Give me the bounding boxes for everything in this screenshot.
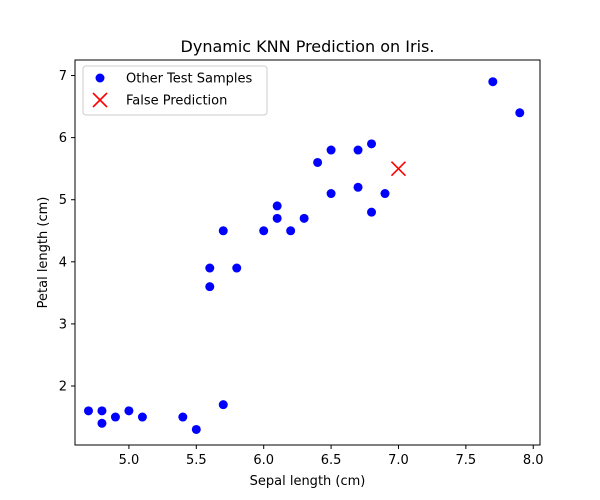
test-sample-point	[488, 77, 498, 87]
x-tick-label: 6.0	[253, 453, 274, 468]
test-sample-point	[353, 145, 363, 155]
y-tick-label: 6	[59, 131, 67, 146]
test-sample-point	[326, 189, 336, 199]
x-tick-label: 7.0	[388, 453, 409, 468]
test-sample-point	[205, 282, 215, 292]
y-tick-label: 7	[59, 69, 67, 84]
test-sample-point	[272, 201, 282, 211]
test-sample-point	[380, 189, 390, 199]
y-tick-label: 5	[59, 193, 67, 208]
test-sample-point	[367, 139, 377, 149]
y-tick-label: 4	[59, 255, 67, 270]
test-sample-point	[353, 182, 363, 192]
test-sample-point	[218, 226, 228, 236]
test-sample-point	[137, 412, 147, 422]
test-sample-point	[367, 207, 377, 217]
x-tick-label: 5.0	[119, 453, 140, 468]
chart-title: Dynamic KNN Prediction on Iris.	[181, 37, 435, 56]
legend-label: False Prediction	[126, 94, 227, 109]
y-axis-label: Petal length (cm)	[36, 197, 51, 309]
test-sample-point	[259, 226, 269, 236]
test-sample-point	[313, 157, 323, 167]
test-sample-point	[97, 406, 107, 416]
test-sample-point	[272, 213, 282, 223]
test-sample-point	[286, 226, 296, 236]
test-sample-point	[124, 406, 134, 416]
data-points	[83, 77, 525, 434]
x-tick-label: 7.5	[456, 453, 477, 468]
test-sample-point	[299, 213, 309, 223]
test-sample-point	[232, 263, 242, 273]
false-prediction-marker	[390, 161, 407, 177]
test-sample-point	[97, 418, 107, 428]
y-tick-label: 2	[59, 380, 67, 395]
test-sample-point	[515, 108, 525, 118]
test-sample-point	[83, 406, 93, 416]
legend-box	[82, 65, 268, 116]
y-tick-label: 3	[59, 317, 67, 332]
x-tick-label: 5.5	[186, 453, 207, 468]
y-axis: 2 3 4 5 6 7	[59, 69, 75, 395]
test-sample-point	[191, 424, 201, 434]
x-axis: 5.0 5.5 6.0 6.5 7.0 7.5 8.0	[119, 445, 544, 468]
test-sample-point	[326, 145, 336, 155]
x-tick-label: 6.5	[321, 453, 342, 468]
legend: Other Test Samples False Prediction	[82, 65, 268, 116]
test-sample-point	[218, 400, 228, 410]
x-axis-label: Sepal length (cm)	[250, 474, 366, 489]
legend-marker	[92, 92, 108, 108]
legend-label: Other Test Samples	[126, 72, 253, 87]
test-sample-point	[205, 263, 215, 273]
x-tick-label: 8.0	[523, 453, 544, 468]
test-sample-point	[110, 412, 120, 422]
test-sample-point	[178, 412, 188, 422]
plot-frame	[74, 59, 541, 446]
plot-area	[74, 59, 541, 446]
legend-marker	[95, 73, 105, 83]
